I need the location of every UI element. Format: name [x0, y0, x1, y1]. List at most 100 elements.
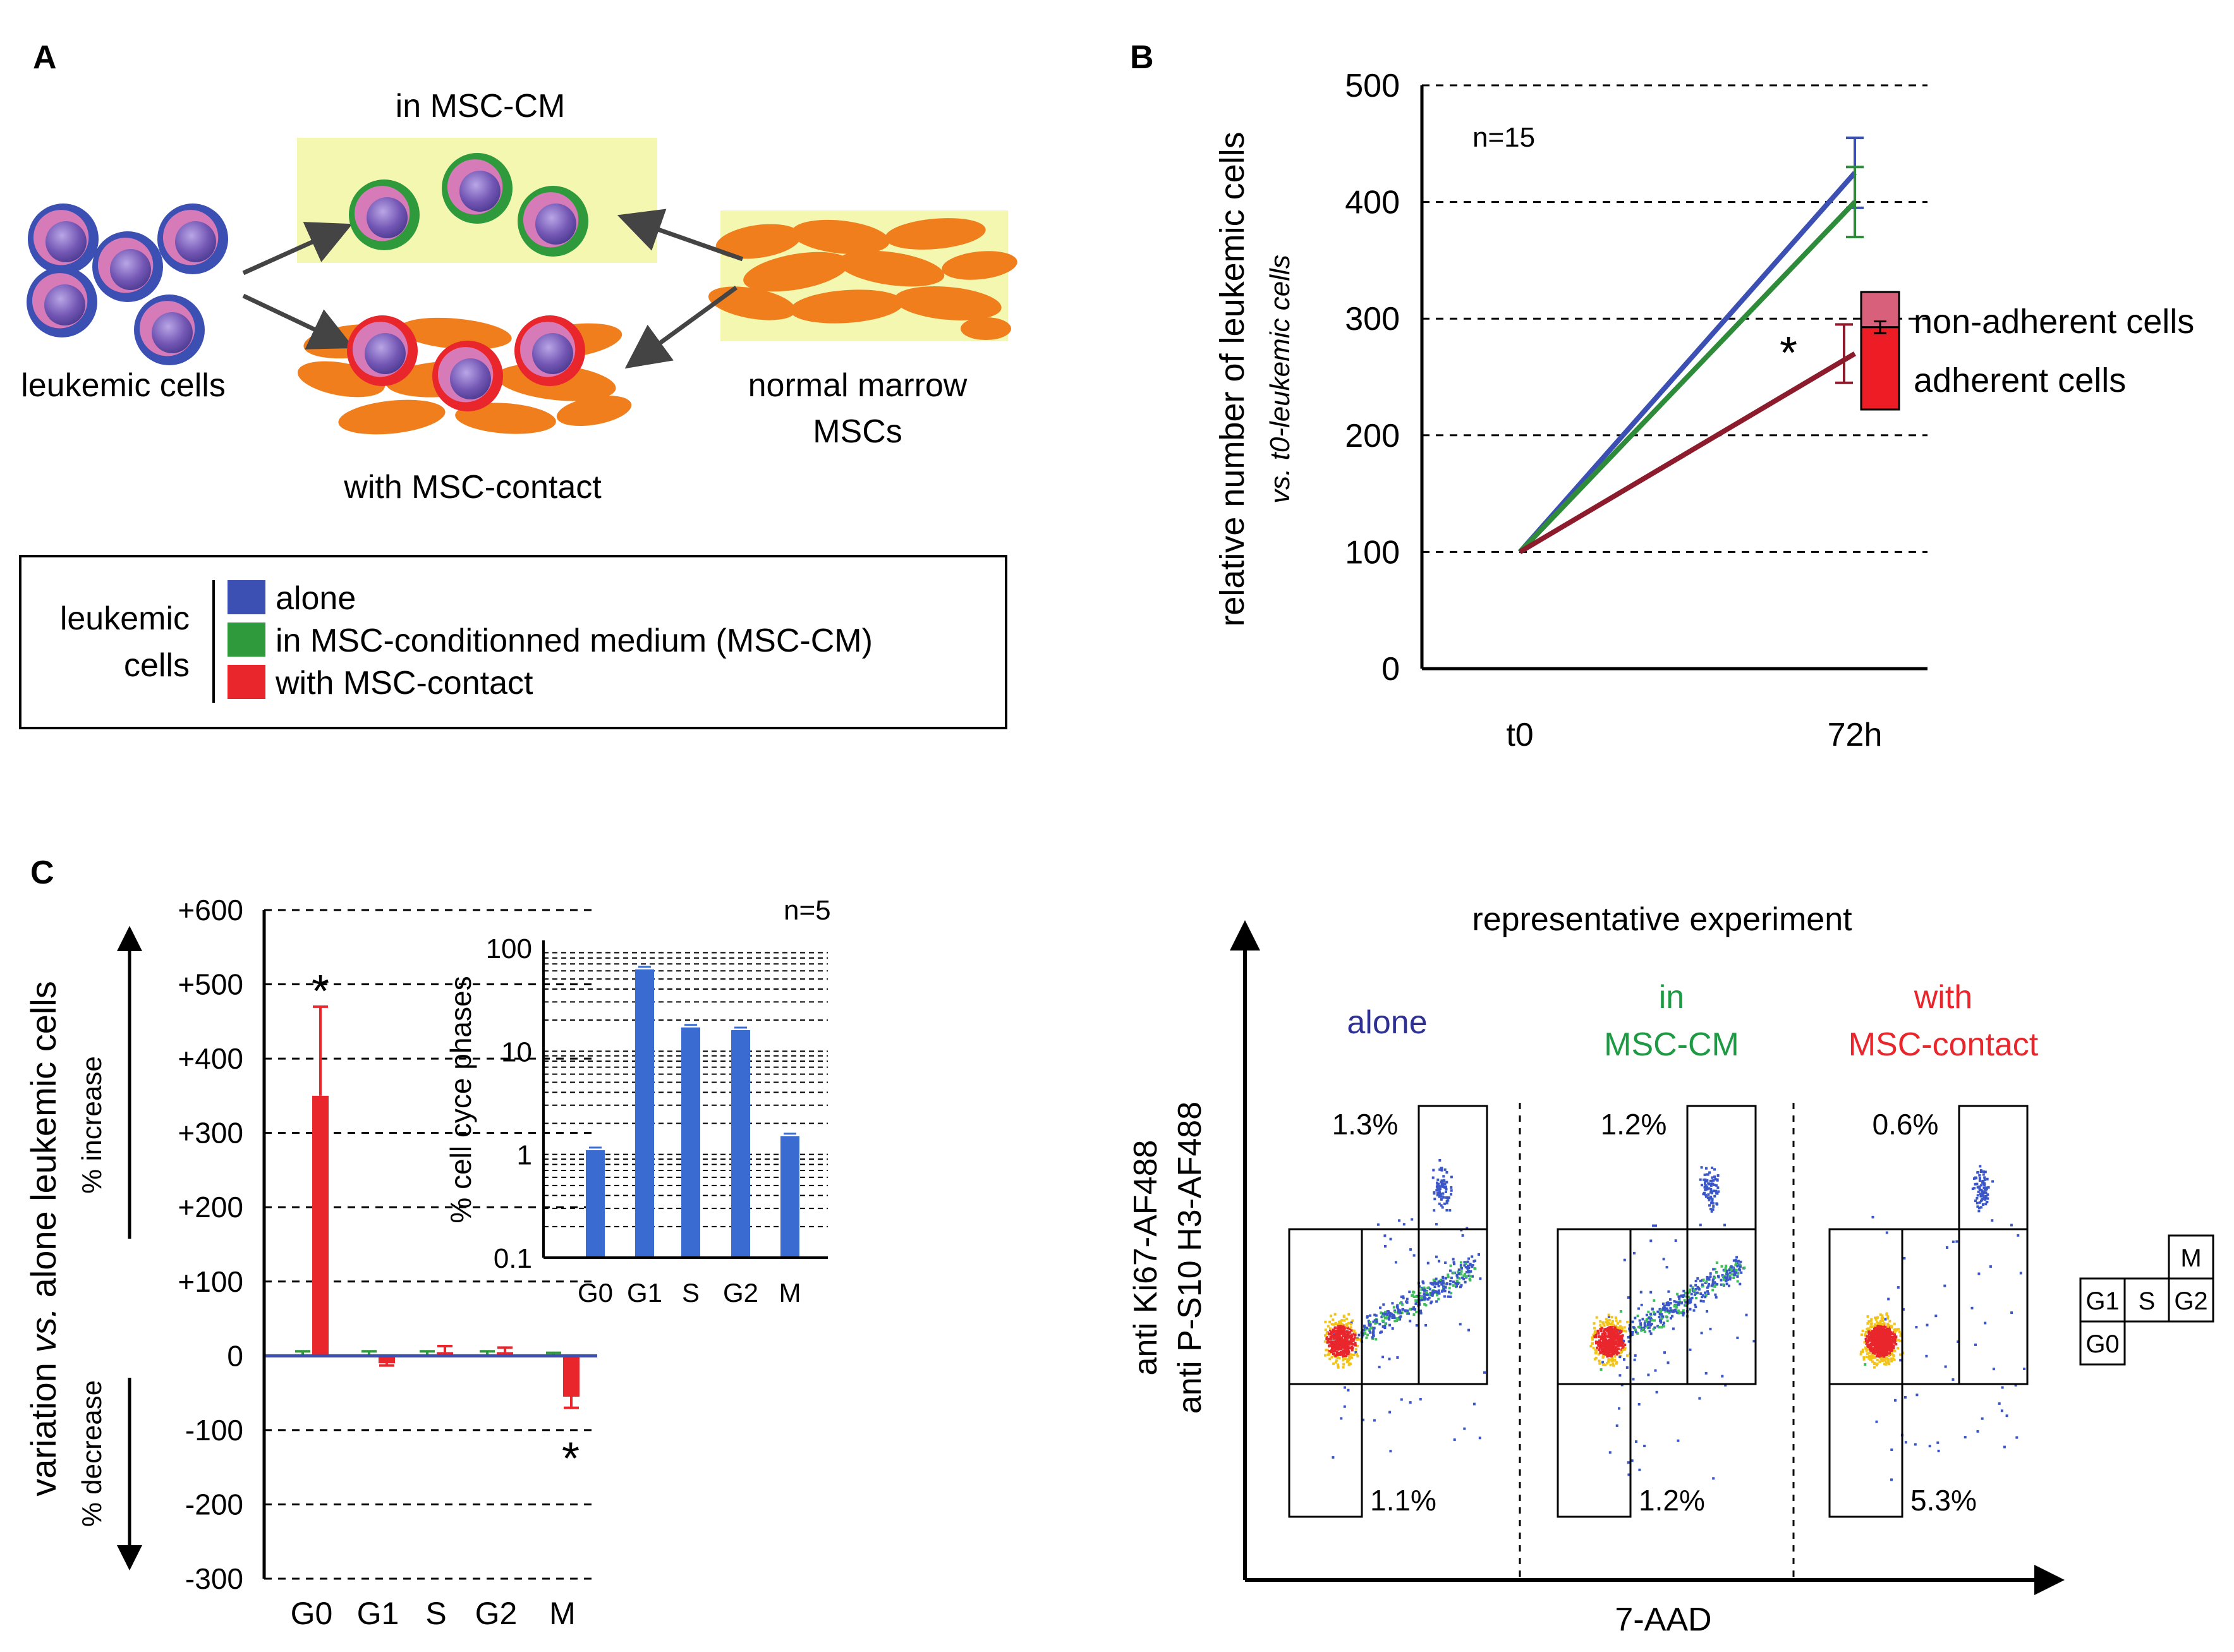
event-dot [1402, 1295, 1405, 1298]
event-dot [1720, 1278, 1723, 1282]
event-dot [1882, 1327, 1885, 1330]
event-dot [1615, 1352, 1618, 1356]
event-dot [1336, 1331, 1339, 1334]
event-dot [1402, 1308, 1405, 1311]
event-dot [1420, 1288, 1423, 1291]
event-dot [1982, 1194, 1985, 1198]
y-tick-label: -300 [185, 1562, 243, 1595]
event-dot [1730, 1268, 1733, 1272]
event-dot [1879, 1327, 1882, 1330]
event-dot [1888, 1320, 1891, 1323]
event-dot [1974, 1200, 1977, 1203]
event-dot [1715, 1192, 1718, 1195]
event-dot [1876, 1345, 1879, 1348]
event-dot [1606, 1355, 1609, 1358]
event-dot [1326, 1325, 1330, 1328]
event-dot [1704, 1184, 1707, 1187]
event-dot [1864, 1333, 1867, 1337]
panel-c-n-label: n=5 [784, 895, 831, 926]
event-dot [1890, 1357, 1893, 1361]
event-dot [1674, 1304, 1677, 1307]
event-dot [1439, 1281, 1442, 1284]
event-dot [1603, 1335, 1606, 1338]
event-dot [1682, 1309, 1685, 1312]
panel-b-significance-star: * [1780, 328, 1797, 379]
event-dot [1987, 1186, 1990, 1189]
event-dot [1677, 1301, 1680, 1304]
event-dot [1704, 1182, 1706, 1185]
event-dot [1902, 1308, 1905, 1311]
panel-a-legend: leukemic cells alone in MSC-conditionned… [19, 555, 1007, 729]
cell-nucleus [532, 333, 573, 374]
event-dot [1609, 1341, 1612, 1344]
event-dot [1716, 1282, 1719, 1285]
event-dot [1682, 1311, 1685, 1315]
event-dot [1615, 1333, 1618, 1336]
event-dot [1885, 1357, 1888, 1360]
event-dot [1887, 1354, 1890, 1357]
event-dot [1449, 1269, 1452, 1272]
event-dot [1630, 1333, 1634, 1336]
event-dot [1888, 1342, 1891, 1345]
event-dot [1886, 1317, 1889, 1320]
event-dot [1473, 1267, 1476, 1270]
event-dot [1594, 1349, 1598, 1352]
gate-key-g2 [2168, 1277, 2214, 1323]
event-dot [1732, 1268, 1735, 1271]
event-dot [1893, 1333, 1897, 1336]
event-dot [1605, 1353, 1608, 1356]
event-dot [1428, 1296, 1431, 1299]
event-dot [1866, 1345, 1869, 1348]
event-dot [1874, 1326, 1876, 1329]
event-dot [1609, 1336, 1612, 1339]
event-dot [1883, 1344, 1886, 1347]
event-dot [1615, 1335, 1618, 1338]
event-dot [1875, 1333, 1878, 1337]
event-dot [1407, 1312, 1410, 1315]
event-dot [1344, 1350, 1347, 1353]
leukemic-cell [347, 315, 418, 386]
event-dot [1334, 1332, 1337, 1335]
event-dot [1327, 1351, 1330, 1354]
gate-m [1417, 1105, 1488, 1230]
event-dot [1883, 1350, 1886, 1353]
event-dot [1388, 1323, 1391, 1327]
event-dot [1897, 1286, 1900, 1289]
event-dot [1350, 1329, 1353, 1332]
event-dot [1421, 1280, 1424, 1284]
panel-c-ylabel-vs: vs. [23, 1308, 63, 1353]
event-dot [1453, 1263, 1455, 1266]
event-dot [1354, 1342, 1357, 1345]
event-dot [1464, 1262, 1467, 1265]
event-dot [1704, 1296, 1707, 1299]
inset-bar-S [681, 1027, 700, 1258]
event-dot [1433, 1198, 1436, 1201]
event-dot [1895, 1335, 1898, 1339]
event-dot [1411, 1294, 1414, 1297]
event-dot [1665, 1302, 1668, 1304]
event-dot [1661, 1315, 1665, 1318]
event-dot [1675, 1306, 1678, 1309]
event-dot [1345, 1344, 1349, 1347]
event-dot [1599, 1351, 1602, 1354]
leukemic-cell [514, 315, 585, 386]
event-dot [1342, 1366, 1345, 1369]
event-dot [1982, 1173, 1985, 1176]
event-dot [1436, 1191, 1439, 1194]
y-tick-label: +300 [178, 1117, 243, 1150]
event-dot [1712, 1179, 1715, 1182]
event-dot [1615, 1424, 1618, 1427]
event-dot [1868, 1344, 1871, 1347]
event-dot [1338, 1333, 1341, 1337]
event-dot [1332, 1318, 1335, 1321]
event-dot [1986, 1201, 1989, 1203]
event-dot [1437, 1297, 1440, 1301]
event-dot [1679, 1295, 1682, 1298]
event-dot [1891, 1344, 1894, 1347]
event-dot [1872, 1349, 1875, 1352]
event-dot [1613, 1342, 1616, 1345]
bar-G2 [497, 1352, 513, 1356]
event-dot [1691, 1296, 1694, 1299]
event-dot [1479, 1277, 1482, 1280]
event-dot [1885, 1347, 1888, 1350]
